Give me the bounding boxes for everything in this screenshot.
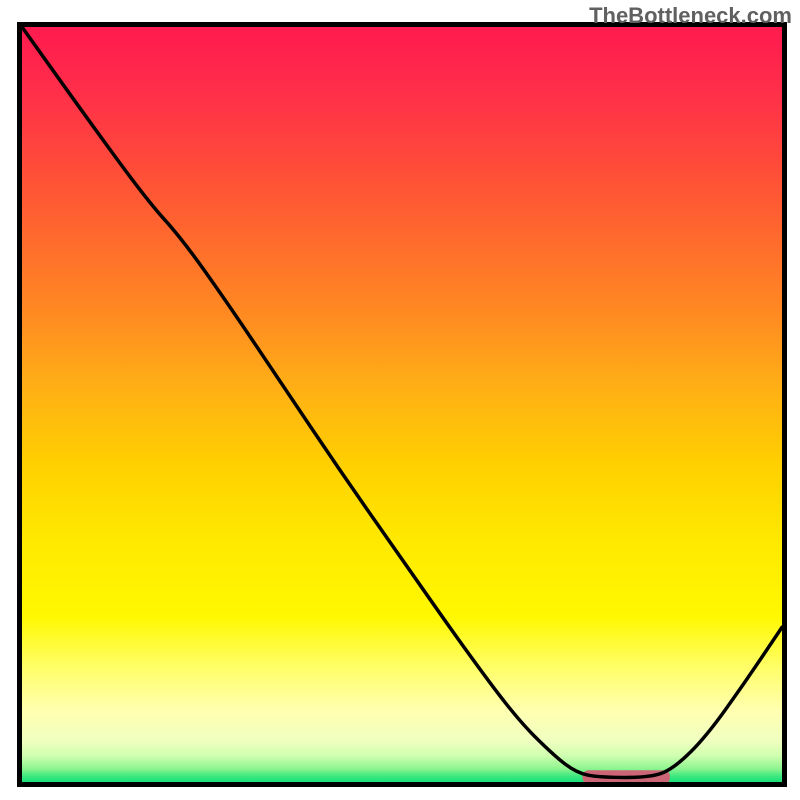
gradient-background: [22, 27, 782, 782]
watermark-text: TheBottleneck.com: [589, 3, 792, 29]
chart-container: TheBottleneck.com: [0, 0, 800, 800]
bottleneck-chart: [0, 0, 800, 800]
